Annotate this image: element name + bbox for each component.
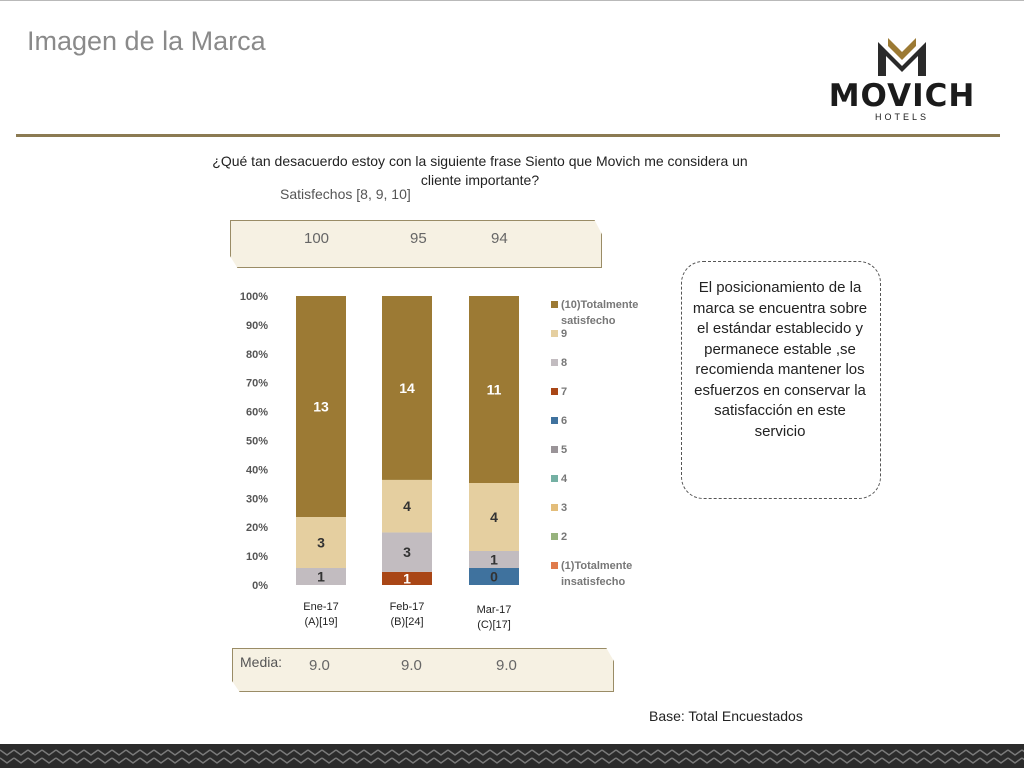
satisfied-value-ene: 100 bbox=[304, 230, 330, 247]
data-label: 1 bbox=[490, 552, 498, 568]
legend-label: 3 bbox=[561, 502, 567, 514]
y-tick-label: 30% bbox=[246, 493, 268, 505]
movich-logo: MOVICH HOTELS bbox=[812, 36, 992, 126]
legend-swatch bbox=[551, 417, 558, 424]
data-label: 3 bbox=[403, 544, 411, 560]
x-category-label: Feb-17 bbox=[390, 601, 425, 613]
bar-segment bbox=[469, 551, 519, 568]
bar-segment bbox=[469, 568, 519, 585]
legend-swatch bbox=[551, 446, 558, 453]
legend-swatch bbox=[551, 504, 558, 511]
bar-segment bbox=[382, 571, 432, 585]
legend-label: 5 bbox=[561, 444, 567, 456]
x-category-label: (A)[19] bbox=[304, 616, 337, 628]
media-value-ene: 9.0 bbox=[309, 657, 330, 674]
bar-segment bbox=[469, 483, 519, 551]
y-tick-label: 60% bbox=[246, 407, 268, 419]
data-label: 4 bbox=[490, 509, 498, 525]
x-category-label: Mar-17 bbox=[477, 604, 512, 616]
y-tick-label: 80% bbox=[246, 349, 268, 361]
legend-label: 6 bbox=[561, 415, 567, 427]
header-divider bbox=[16, 134, 1000, 137]
legend-label: 9 bbox=[561, 328, 567, 340]
bar-segment bbox=[382, 532, 432, 572]
data-label: 1 bbox=[317, 569, 325, 585]
y-tick-label: 90% bbox=[246, 320, 268, 332]
data-label: 1 bbox=[403, 570, 411, 586]
top-border bbox=[0, 0, 1024, 1]
y-tick-label: 0% bbox=[252, 580, 268, 592]
bar-segment bbox=[382, 479, 432, 533]
y-tick-label: 10% bbox=[246, 551, 268, 563]
legend-label: 8 bbox=[561, 357, 567, 369]
legend-label: (1)Totalmente bbox=[561, 560, 632, 572]
legend-label: 2 bbox=[561, 531, 567, 543]
media-value-feb: 9.0 bbox=[401, 657, 422, 674]
bar-segment bbox=[296, 517, 346, 568]
slide-title: Imagen de la Marca bbox=[27, 26, 266, 56]
y-tick-label: 50% bbox=[246, 436, 268, 448]
y-tick-label: 20% bbox=[246, 522, 268, 534]
legend-swatch bbox=[551, 359, 558, 366]
legend-label: insatisfecho bbox=[561, 576, 625, 588]
base-footnote: Base: Total Encuestados bbox=[649, 708, 803, 724]
x-category-label: Ene-17 bbox=[303, 601, 338, 613]
legend-swatch bbox=[551, 533, 558, 540]
legend-swatch bbox=[551, 301, 558, 308]
logo-subtitle: HOTELS bbox=[874, 112, 929, 122]
bar-segment bbox=[382, 296, 432, 480]
data-label: 13 bbox=[313, 399, 329, 415]
bar-segment bbox=[296, 296, 346, 517]
media-value-mar: 9.0 bbox=[496, 657, 517, 674]
data-label: 3 bbox=[317, 535, 325, 551]
bar-segment bbox=[296, 568, 346, 585]
satisfied-value-mar: 94 bbox=[491, 230, 508, 247]
recommendation-callout bbox=[681, 261, 881, 499]
satisfied-value-feb: 95 bbox=[410, 230, 427, 247]
data-label: 4 bbox=[403, 498, 411, 514]
media-label: Media: bbox=[240, 654, 283, 670]
decorative-footer-band bbox=[0, 744, 1024, 768]
data-label: 11 bbox=[487, 382, 502, 398]
satisfied-box bbox=[230, 220, 602, 268]
y-tick-label: 40% bbox=[246, 464, 268, 476]
y-tick-label: 70% bbox=[246, 378, 268, 390]
bar-segment bbox=[469, 296, 519, 483]
legend-swatch bbox=[551, 388, 558, 395]
legend-swatch bbox=[551, 330, 558, 337]
survey-question: ¿Qué tan desacuerdo estoy con la siguien… bbox=[212, 153, 748, 188]
legend-swatch bbox=[551, 562, 558, 569]
y-tick-label: 100% bbox=[240, 291, 268, 303]
legend-label: 7 bbox=[561, 386, 567, 398]
legend-label: (10)Totalmente bbox=[561, 299, 638, 311]
legend-label: 4 bbox=[561, 473, 568, 485]
logo-wordmark: MOVICH bbox=[828, 78, 976, 114]
legend-label: satisfecho bbox=[561, 315, 616, 327]
data-label: 14 bbox=[399, 380, 415, 396]
media-box bbox=[232, 648, 614, 692]
movich-emblem-icon bbox=[878, 38, 926, 76]
legend-swatch bbox=[551, 475, 558, 482]
x-category-label: (B)[24] bbox=[390, 616, 423, 628]
x-category-label: (C)[17] bbox=[477, 619, 511, 631]
satisfied-caption: Satisfechos [8, 9, 10] bbox=[280, 186, 411, 202]
recommendation-text: El posicionamiento de la marca se encuen… bbox=[692, 279, 868, 440]
data-label: 0 bbox=[490, 569, 498, 585]
